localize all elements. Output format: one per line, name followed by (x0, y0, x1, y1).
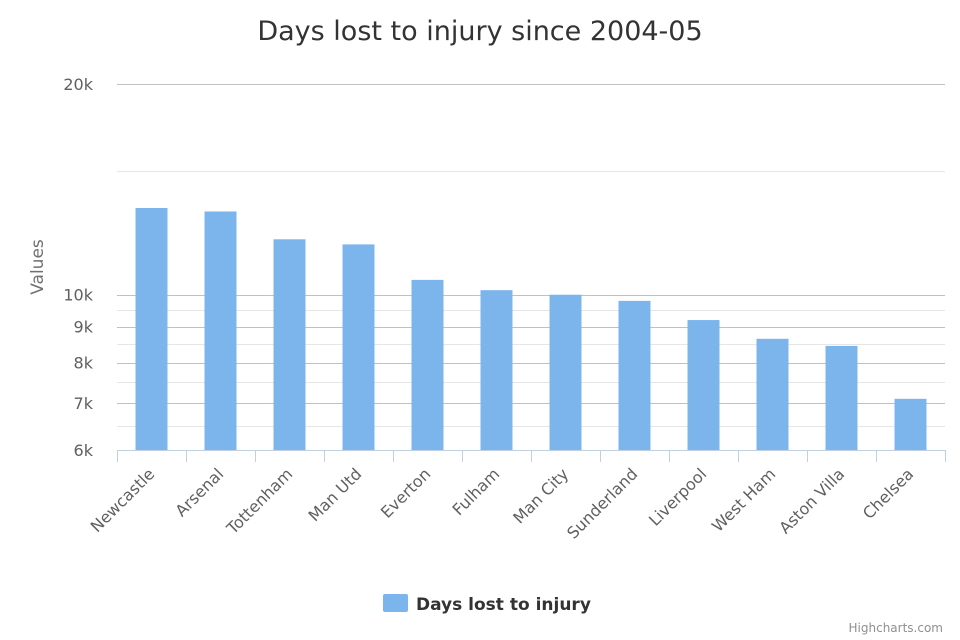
x-tick-label: Man City (509, 464, 572, 527)
y-tick-label: 6k (74, 441, 94, 460)
bar-tottenham[interactable] (273, 239, 306, 450)
bar-newcastle[interactable] (135, 208, 168, 450)
legend-label: Days lost to injury (416, 595, 591, 615)
legend[interactable]: Days lost to injury (383, 594, 591, 615)
credits-link[interactable]: Highcharts.com (849, 621, 943, 635)
legend-swatch (383, 594, 408, 612)
x-tick-label: Liverpool (645, 464, 710, 529)
x-tick-label: West Ham (708, 464, 779, 535)
y-tick-label: 10k (63, 286, 93, 305)
bar-chelsea[interactable] (894, 398, 927, 450)
x-tick-label: Newcastle (87, 464, 159, 536)
bar-arsenal[interactable] (204, 211, 237, 450)
bar-everton[interactable] (411, 279, 444, 450)
x-tick-label: Sunderland (563, 464, 641, 542)
bar-man-city[interactable] (549, 294, 582, 450)
bar-sunderland[interactable] (618, 300, 651, 450)
y-axis-title: Values (28, 239, 48, 295)
bar-west-ham[interactable] (756, 338, 789, 450)
bar-fulham[interactable] (480, 290, 513, 450)
x-tick-label: Man Utd (305, 464, 366, 525)
bar-liverpool[interactable] (687, 320, 720, 450)
x-tick-label: Chelsea (859, 464, 917, 522)
grid (117, 84, 945, 427)
x-tick-label: Everton (377, 464, 434, 521)
x-tick-label: Arsenal (171, 464, 227, 520)
x-tick-label: Fulham (449, 464, 504, 519)
bars (135, 208, 927, 450)
bar-man-utd[interactable] (342, 244, 375, 450)
chart-title: Days lost to injury since 2004-05 (257, 16, 702, 47)
x-tick-label: Tottenham (222, 464, 296, 538)
y-tick-label: 8k (74, 354, 94, 373)
y-axis-ticks: 6k 7k 8k 9k 10k 20k (63, 75, 93, 460)
x-tick-label: Aston Villa (775, 464, 848, 537)
y-tick-label: 7k (74, 394, 94, 413)
bar-aston-villa[interactable] (825, 345, 858, 450)
y-tick-label: 20k (63, 75, 93, 94)
y-tick-label: 9k (74, 318, 94, 337)
